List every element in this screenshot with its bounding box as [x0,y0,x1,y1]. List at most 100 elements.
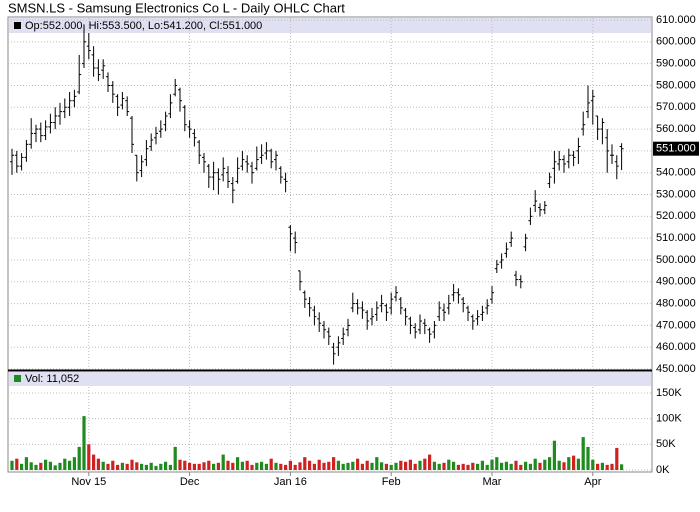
volume-bar [15,458,19,470]
volume-bar [140,463,144,470]
volume-bar [389,464,393,470]
volume-legend: Vol: 11,052 [25,373,79,385]
volume-bar [39,462,43,470]
volume-bar [111,460,115,470]
volume-bar [538,462,542,470]
volume-bar [120,462,124,470]
y-tick-label: 600.000 [656,36,696,48]
volume-bar [519,464,523,470]
volume-bar [572,455,576,470]
volume-bar [63,458,67,470]
volume-bar [394,462,398,470]
volume-bar [322,462,326,470]
y-tick-label: 610.000 [656,14,696,26]
volume-bar [240,461,244,470]
volume-bar [216,462,220,470]
volume-bar [341,463,345,470]
volume-bar [456,464,460,470]
volume-bar [101,461,105,470]
y-tick-label: 560.000 [656,123,696,135]
volume-bar [485,464,489,470]
volume-bar [327,461,331,470]
volume-bar [428,454,432,470]
volume-bar [245,460,249,470]
last-price-label: 551.000 [656,143,696,155]
volume-bar [274,462,278,470]
y-tick-label: 530.000 [656,188,696,200]
volume-bar [500,462,504,470]
volume-bar [620,464,624,470]
volume-bar [188,462,192,470]
volume-bar [173,446,177,470]
x-tick-label: Mar [483,476,502,488]
volume-bar [96,458,100,470]
volume-bar [279,463,283,470]
volume-bar [10,460,14,470]
volume-bar [125,463,129,470]
y-tick-label: 480.000 [656,297,696,309]
volume-bar [135,462,139,470]
volume-bar [413,463,417,470]
volume-bar [34,464,38,470]
x-tick-label: Dec [180,476,200,488]
volume-bar [543,459,547,470]
volume-bar [255,462,259,470]
y-tick-label: 580.000 [656,79,696,91]
volume-bar [24,457,28,470]
chart-title: SMSN.LS - Samsung Electronics Co L - Dai… [8,0,345,15]
volume-bar [408,459,412,470]
volume-bar [192,463,196,470]
y2-tick-label: 100K [656,413,682,425]
volume-bar [490,459,494,470]
volume-bar [586,446,590,470]
volume-bar [284,464,288,470]
volume-bar [437,463,441,470]
volume-bar [269,458,273,470]
volume-bar [423,458,427,470]
volume-bar [20,463,24,470]
volume-bar [452,461,456,470]
price-legend-band [9,18,651,33]
volume-bar [159,463,163,470]
volume-bar [509,463,513,470]
volume-bar [312,463,316,470]
volume-bar [471,462,475,470]
y-tick-label: 570.000 [656,101,696,113]
volume-bar [92,454,96,470]
volume-bar [221,454,225,470]
volume-bar [418,460,422,470]
volume-legend-band [9,372,651,386]
volume-bar [154,465,158,470]
volume-bar [178,459,182,470]
volume-bar [591,459,595,470]
x-tick-label: Apr [584,476,601,488]
volume-bar [461,463,465,470]
volume-bar [615,447,619,470]
volume-bar [356,458,360,470]
volume-bar [557,460,561,470]
volume-bar [183,460,187,470]
volume-bar [231,462,235,470]
volume-bar [552,440,556,470]
y-tick-label: 510.000 [656,232,696,244]
x-tick-label: Feb [382,476,401,488]
volume-bar [384,463,388,470]
x-tick-label: Nov 15 [71,476,106,488]
volume-bar [442,462,446,470]
volume-bar [528,463,532,470]
volume-bar [72,457,76,470]
volume-legend-swatch [14,375,21,382]
volume-bar [365,460,369,470]
volume-bar [346,462,350,470]
volume-bar [447,459,451,470]
plot-frame [7,16,653,473]
volume-bar [250,464,254,470]
volume-bar [576,458,580,470]
volume-bar [53,465,57,470]
volume-bar [476,463,480,470]
y2-tick-label: 50K [656,438,676,450]
volume-bar [130,459,134,470]
volume-bar [562,462,566,470]
volume-bar [404,461,408,470]
y-tick-label: 520.000 [656,210,696,222]
